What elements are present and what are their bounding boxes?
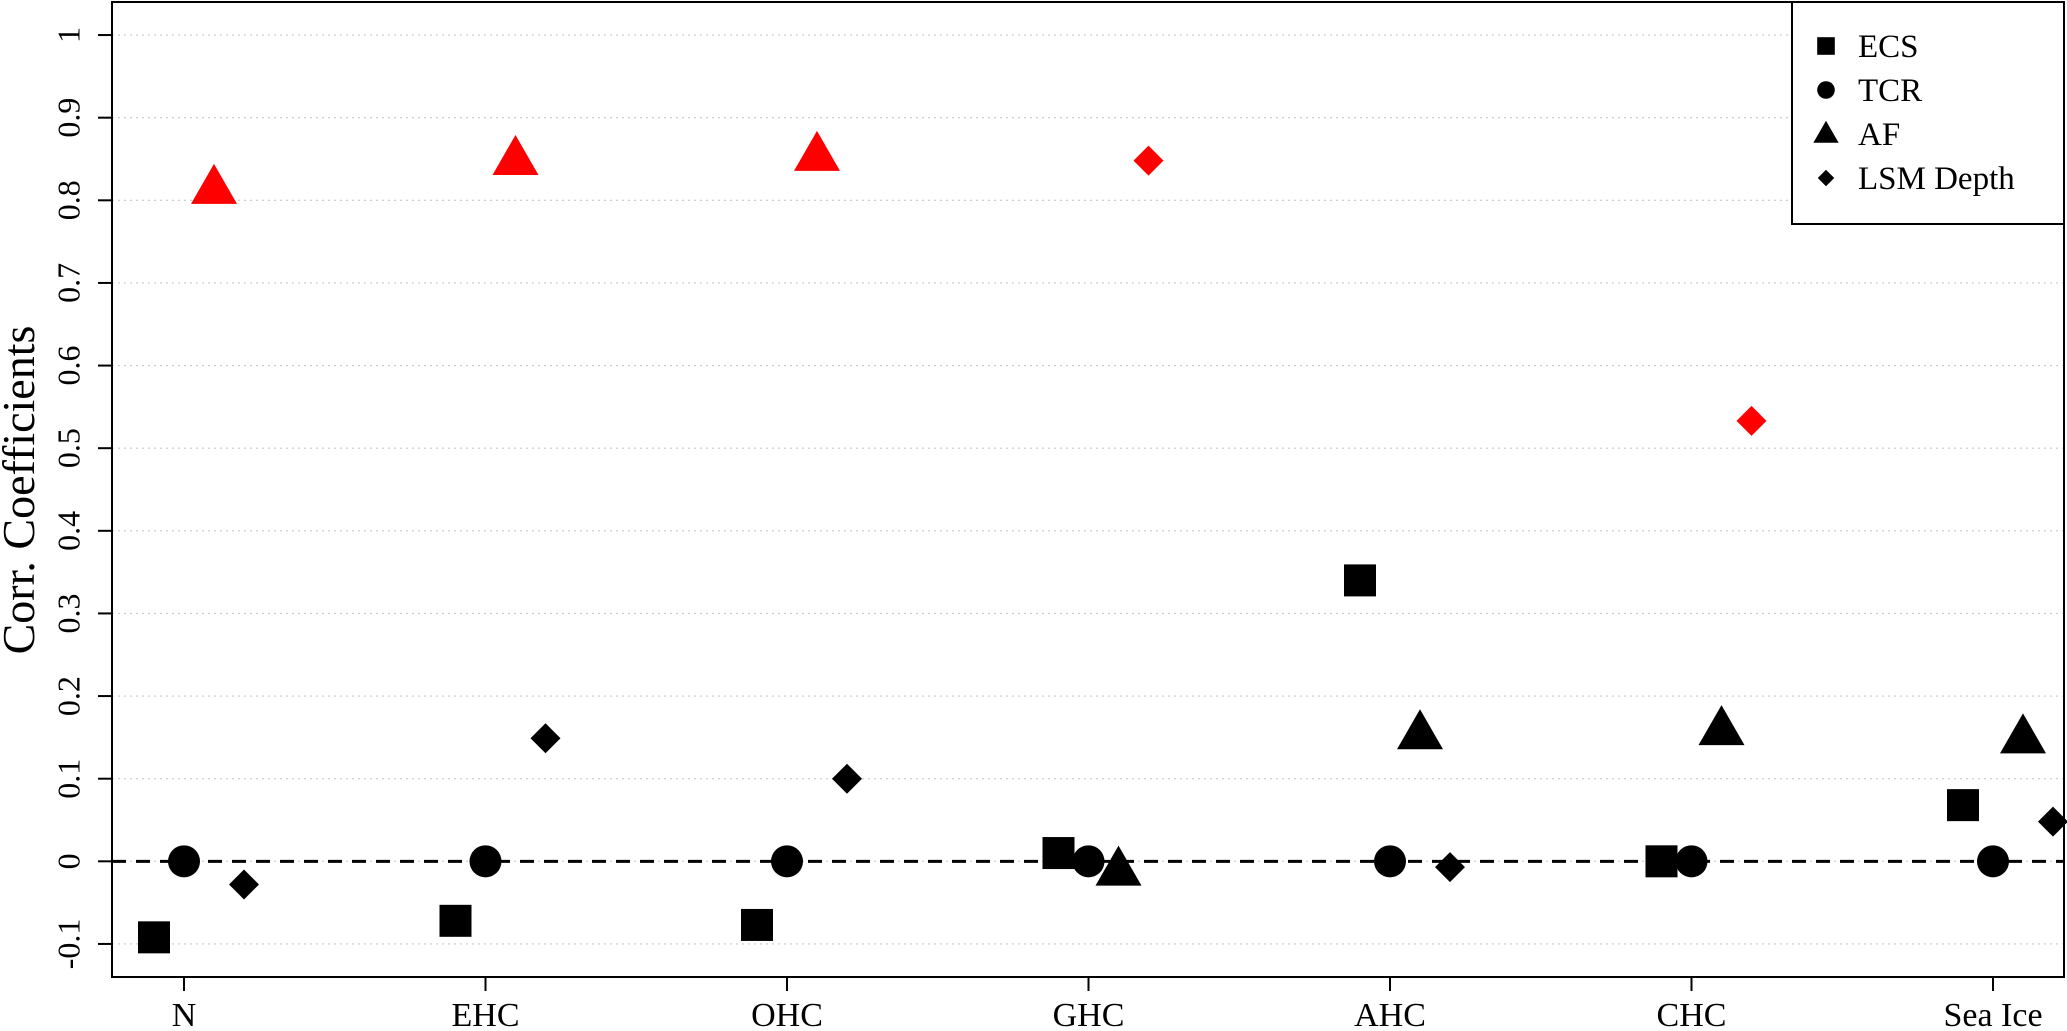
legend-marker-tcr <box>1817 81 1835 99</box>
x-tick-label: OHC <box>751 997 823 1031</box>
point-ecs <box>439 904 472 937</box>
legend-box <box>1791 1 2065 225</box>
x-tick-label: GHC <box>1053 997 1125 1031</box>
y-axis: -0.1 0 0.1 0.2 0.3 0.4 0.5 0.6 0.7 0.8 0.9 1 <box>50 27 112 969</box>
point-ecs <box>1645 845 1678 878</box>
point-ecs <box>1344 564 1376 597</box>
plot-frame <box>111 1 2065 978</box>
y-tick-label: 0.9 <box>50 98 86 138</box>
x-axis: N EHC OHC GHC AHC CHC Sea Ice <box>172 977 2043 1031</box>
point-ecs <box>1947 789 1979 822</box>
legend-marker-af <box>1813 120 1839 143</box>
point-af <box>1698 705 1745 746</box>
legend-label: AF <box>1858 117 1900 153</box>
point-tcr <box>1374 845 1406 878</box>
legend-label: LSM Depth <box>1858 161 2015 197</box>
legend-label: ECS <box>1858 29 1919 65</box>
point-tcr <box>1675 845 1708 878</box>
legend-marker-lsm-depth <box>1817 169 1835 187</box>
point-ecs <box>741 908 773 941</box>
point-af <box>492 134 539 175</box>
y-tick-label: -0.1 <box>50 919 86 970</box>
point-af <box>2000 713 2046 754</box>
y-tick-label: 0 <box>50 853 86 869</box>
point-lsm-depth <box>832 763 862 794</box>
y-axis-title: Corr. Coefficients <box>0 326 44 655</box>
data-points <box>138 130 2067 954</box>
point-af <box>794 130 840 171</box>
grid-lines <box>112 34 2064 945</box>
point-lsm-depth <box>1133 145 1164 176</box>
point-af <box>1095 845 1142 886</box>
y-tick-label: 0.8 <box>50 180 86 220</box>
point-lsm-depth <box>1736 405 1767 436</box>
point-tcr <box>469 845 502 878</box>
point-tcr <box>771 845 803 878</box>
y-tick-label: 0.5 <box>50 428 86 468</box>
x-tick-label: N <box>172 997 197 1031</box>
point-lsm-depth <box>2038 806 2067 837</box>
point-tcr <box>1977 845 2009 878</box>
point-af <box>191 163 237 204</box>
point-lsm-depth <box>1435 852 1465 883</box>
legend-marker-ecs <box>1817 37 1835 55</box>
point-tcr <box>168 845 200 878</box>
y-tick-label: 0.6 <box>50 346 86 386</box>
y-tick-label: 0.7 <box>50 263 86 303</box>
point-lsm-depth <box>229 869 259 900</box>
point-ecs <box>138 921 170 954</box>
y-tick-label: 0.1 <box>50 759 86 799</box>
y-tick-label: 0.3 <box>50 593 86 633</box>
legend-label: TCR <box>1858 73 1922 109</box>
legend: ECS TCR AF LSM Depth <box>1791 1 2065 225</box>
y-tick-label: 1 <box>50 27 86 43</box>
x-tick-label: EHC <box>452 997 520 1031</box>
y-tick-label: 0.4 <box>50 511 86 551</box>
x-tick-label: Sea Ice <box>1943 997 2042 1031</box>
point-lsm-depth <box>530 723 561 754</box>
point-ecs <box>1042 837 1075 870</box>
x-tick-label: CHC <box>1657 997 1727 1031</box>
point-tcr <box>1072 845 1105 878</box>
y-tick-label: 0.2 <box>50 676 86 716</box>
x-tick-label: AHC <box>1354 997 1426 1031</box>
point-af <box>1397 709 1443 750</box>
